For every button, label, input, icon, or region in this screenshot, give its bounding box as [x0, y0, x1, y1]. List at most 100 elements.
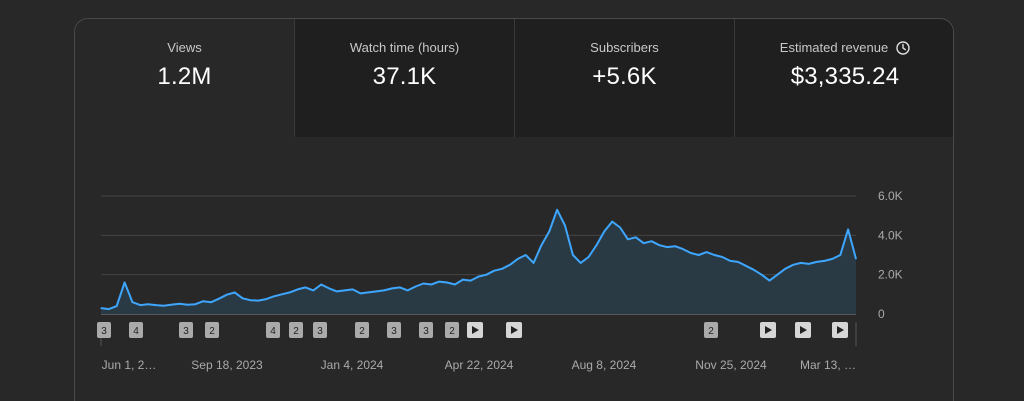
data-point [163, 305, 165, 307]
data-point [186, 304, 189, 306]
data-point [588, 256, 590, 258]
event-marker[interactable] [313, 322, 327, 338]
metric-tabs: Views 1.2M Watch time (hours) 37.1K Subs… [75, 19, 953, 137]
data-point [249, 299, 251, 301]
series-area [101, 209, 856, 314]
metric-tab-revenue[interactable]: Estimated revenue $3,335.24 [735, 19, 953, 137]
event-marker-count: 2 [449, 326, 455, 337]
data-point [194, 303, 196, 305]
event-marker[interactable] [179, 322, 193, 338]
event-marker-count: 2 [293, 326, 299, 337]
event-marker[interactable] [129, 322, 143, 338]
data-point [776, 274, 779, 276]
x-tick-label: Sep 18, 2023 [191, 358, 263, 372]
data-point [761, 274, 763, 276]
data-point [525, 254, 527, 256]
data-point [595, 244, 598, 246]
x-tick-label: Aug 8, 2024 [572, 358, 637, 372]
event-marker-count: 2 [708, 326, 714, 337]
metric-label: Estimated revenue [779, 40, 889, 55]
metric-value: 1.2M [157, 63, 212, 90]
data-point [344, 289, 346, 291]
play-icon [837, 326, 844, 334]
y-tick-label: 2.0K [878, 268, 903, 282]
x-tick-label: Nov 25, 2024 [695, 358, 767, 372]
event-marker[interactable] [704, 322, 718, 338]
x-tick-label: Mar 13, … [800, 358, 856, 372]
metric-tab-views[interactable]: Views 1.2M [75, 19, 295, 137]
data-point [226, 294, 228, 296]
data-point [399, 286, 401, 288]
data-point [210, 301, 212, 303]
event-marker-count: 3 [101, 326, 107, 337]
data-point [242, 297, 244, 299]
data-point [501, 268, 503, 270]
metric-tab-watch-time[interactable]: Watch time (hours) 37.1K [295, 19, 515, 137]
data-point [422, 282, 424, 285]
data-point [470, 280, 472, 282]
data-point [823, 260, 826, 262]
data-point [312, 289, 314, 291]
data-point [650, 240, 653, 242]
data-point [517, 258, 519, 260]
data-point [839, 254, 841, 256]
event-marker-count: 2 [359, 326, 365, 337]
data-point [415, 285, 417, 288]
event-marker[interactable] [205, 322, 219, 338]
data-point [800, 262, 802, 264]
event-marker[interactable] [266, 322, 280, 338]
event-marker[interactable] [445, 322, 459, 338]
data-point [580, 262, 582, 264]
data-point [808, 263, 810, 265]
data-point [289, 291, 291, 293]
event-marker[interactable] [355, 322, 369, 338]
data-point [564, 224, 566, 227]
data-point [108, 308, 110, 310]
data-point [320, 283, 322, 286]
event-marker[interactable] [419, 322, 433, 338]
data-point [147, 303, 149, 305]
data-point [674, 245, 676, 247]
x-tick-label: Jun 1, 2… [102, 358, 157, 372]
data-point [784, 268, 786, 270]
event-marker-count: 3 [423, 326, 429, 337]
data-point [352, 288, 354, 290]
data-point [847, 228, 849, 230]
data-point [768, 280, 771, 282]
data-point [540, 244, 543, 246]
clock-icon[interactable] [896, 40, 910, 55]
data-point [202, 300, 204, 302]
data-point [328, 287, 330, 289]
metric-value: $3,335.24 [790, 63, 900, 90]
play-icon [511, 326, 518, 334]
data-point [477, 276, 480, 278]
metric-tab-subscribers[interactable]: Subscribers +5.6K [515, 19, 735, 137]
data-point [706, 251, 708, 253]
event-marker[interactable] [97, 322, 111, 338]
y-tick-label: 4.0K [878, 228, 903, 242]
data-point [635, 236, 637, 238]
data-point [548, 230, 550, 232]
data-point [297, 288, 299, 290]
data-point [627, 238, 629, 240]
event-marker[interactable] [289, 322, 303, 338]
data-point [485, 274, 487, 276]
data-point [179, 303, 181, 305]
data-point [171, 304, 173, 306]
event-marker-count: 3 [391, 326, 397, 337]
data-point [304, 286, 307, 288]
data-point [816, 261, 818, 263]
data-point [116, 305, 118, 307]
x-tick-label: Jan 4, 2024 [321, 358, 384, 372]
play-icon [765, 326, 772, 334]
data-point [572, 254, 574, 256]
data-point [124, 281, 126, 284]
data-point [682, 248, 684, 250]
data-point [603, 230, 605, 232]
event-marker[interactable] [387, 322, 401, 338]
data-point [713, 254, 716, 256]
play-icon [800, 326, 807, 334]
data-point [155, 304, 157, 306]
event-marker-count: 4 [270, 326, 276, 337]
